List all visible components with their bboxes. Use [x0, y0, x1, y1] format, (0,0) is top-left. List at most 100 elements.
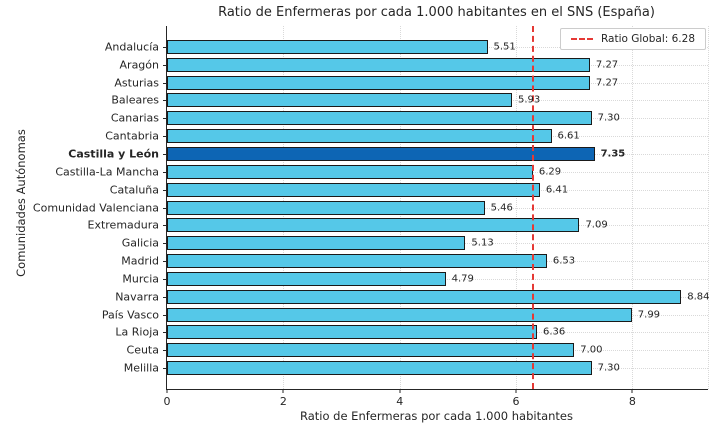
value-label: 7.27 [595, 77, 619, 89]
value-label: 6.61 [557, 130, 580, 142]
bar-row: La Rioja 6.36 [115, 324, 708, 342]
bar-row: Ceuta 7.00 [127, 341, 708, 359]
category-label: Canarias [110, 111, 159, 125]
bar-row: Murcia 4.79 [122, 270, 708, 288]
value-label: 4.79 [451, 273, 474, 285]
y-axis-tick [163, 314, 167, 316]
category-label: Navarra [115, 290, 159, 304]
y-axis-tick [163, 64, 167, 66]
bar-row: País Vasco 7.99 [102, 306, 708, 324]
bar-row: Galicia 5.13 [122, 234, 708, 252]
chart-title: Ratio de Enfermeras por cada 1.000 habit… [218, 5, 655, 20]
bar-row: Comunidad Valenciana 5.46 [33, 199, 708, 217]
category-label: Cantabria [105, 129, 159, 143]
category-label: Andalucía [104, 40, 159, 54]
bar-row: Andalucía 5.51 [105, 38, 708, 56]
reference-line [532, 26, 535, 389]
bar [167, 129, 552, 144]
bar [167, 93, 512, 108]
category-label: Baleares [111, 93, 159, 107]
category-label: Madrid [121, 254, 159, 268]
value-label: 6.36 [542, 326, 566, 338]
x-axis-tick [166, 389, 168, 393]
y-axis-tick [163, 225, 167, 227]
legend-label: Ratio Global: 6.28 [600, 33, 695, 45]
category-label: País Vasco [101, 308, 159, 322]
category-label: Ceuta [126, 343, 159, 357]
category-label: Cataluña [109, 183, 159, 197]
category-label: Asturias [114, 76, 159, 90]
category-label: Aragón [119, 58, 159, 72]
y-axis-tick [163, 82, 167, 84]
bar [167, 361, 592, 376]
value-label: 8.84 [687, 291, 710, 303]
x-axis-title: Ratio de Enfermeras por cada 1.000 habit… [299, 409, 574, 423]
x-axis-tick [515, 389, 517, 393]
value-label: 7.00 [580, 344, 603, 356]
bar [167, 236, 466, 251]
bar-row: Canarias 7.30 [111, 109, 708, 127]
y-axis-label: Comunidades Autónomas [14, 129, 28, 277]
gridline-vertical [632, 26, 634, 389]
y-axis-tick [163, 171, 167, 173]
value-label: 7.30 [597, 362, 620, 374]
value-label: 6.53 [552, 255, 576, 267]
x-tick-label: 4 [396, 395, 404, 408]
bar [167, 254, 547, 269]
bar [167, 307, 632, 322]
bar-row: Extremadura 7.09 [88, 216, 708, 234]
y-axis-tick [163, 332, 167, 334]
x-tick-label: 2 [279, 395, 287, 408]
bar [167, 182, 540, 197]
bar [167, 164, 533, 179]
bar-row: Cataluña 6.41 [110, 181, 708, 199]
category-label: Murcia [122, 272, 159, 286]
value-label: 7.30 [597, 112, 620, 124]
category-label: Melilla [123, 361, 159, 375]
bar-row: Castilla y León 7.35 [68, 145, 708, 163]
y-axis-tick [163, 153, 167, 155]
bar-row: Cantabria 6.61 [105, 127, 708, 145]
dashed-line-swatch [570, 38, 593, 40]
y-axis-tick [163, 296, 167, 298]
y-axis-tick [163, 368, 167, 370]
value-label: 7.27 [595, 59, 619, 71]
bar-row: Baleares 5.93 [111, 92, 708, 110]
bar [167, 218, 580, 233]
value-label: 5.46 [490, 202, 513, 214]
bar [167, 325, 537, 340]
category-label: Galicia [121, 236, 159, 250]
bar-row: Navarra 8.84 [115, 288, 710, 306]
bar [167, 146, 595, 161]
y-axis-tick [163, 350, 167, 352]
bar-row: Aragón 7.27 [120, 56, 708, 74]
value-label: 6.29 [538, 166, 562, 178]
x-tick-label: 8 [628, 395, 636, 408]
y-axis-tick [163, 243, 167, 245]
value-label: 7.99 [637, 309, 661, 321]
y-axis-tick [163, 189, 167, 191]
bar [167, 343, 575, 358]
y-axis-tick [163, 100, 167, 102]
y-axis-tick [163, 136, 167, 138]
legend: Ratio Global: 6.28 [559, 28, 706, 50]
y-axis-tick [163, 278, 167, 280]
category-label: Extremadura [87, 218, 160, 232]
category-label: Castilla y León [68, 147, 159, 161]
gridline-vertical [708, 26, 709, 389]
bar-row: Asturias 7.27 [114, 74, 708, 92]
value-label: 5.13 [471, 237, 494, 249]
bar [167, 200, 485, 215]
value-label: 5.93 [517, 94, 541, 106]
x-axis-tick [282, 389, 284, 393]
x-axis-tick [631, 389, 633, 393]
x-tick-label: 6 [512, 395, 520, 408]
x-tick-label: 0 [163, 395, 171, 408]
value-label: 6.41 [545, 184, 569, 196]
bar-row: Castilla-La Mancha 6.29 [55, 163, 708, 181]
category-label: Comunidad Valenciana [32, 201, 159, 215]
value-label: 7.09 [585, 219, 608, 231]
bar [167, 111, 592, 126]
bar-rows: Andalucía 5.51 Aragón 7.27 Asturias 7.27 Balea… [33, 38, 710, 377]
